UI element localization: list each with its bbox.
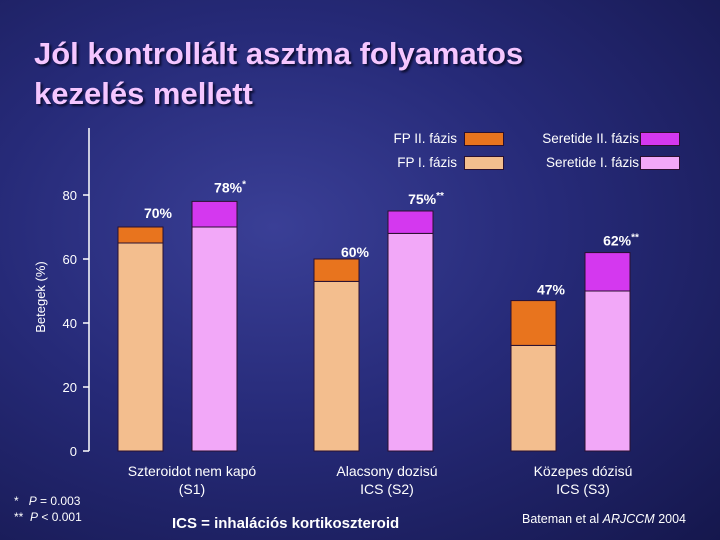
legend-label-fp1: FP I. fázis [397,155,457,170]
bar-layer [117,200,631,452]
bar-fp1-3 [510,344,557,452]
data-label-seretide-1: 78%* [214,179,246,195]
legend-label-seretide1: Seretide I. fázis [545,155,639,170]
footnote-2: ** P < 0.001 [14,510,82,524]
bar-fp2-3 [510,300,557,346]
y-tick-label-40: 40 [63,316,77,331]
legend-label-fp2: FP II. fázis [393,131,457,146]
data-label-fp-2: 60% [341,244,370,260]
bar-fp1-2 [313,280,360,452]
bar-seretide2-2 [387,210,434,234]
bar-fp2-1 [117,226,164,244]
legend-swatch-fp2 [464,132,504,146]
data-label-fp-3: 47% [537,282,566,298]
ics-definition: ICS = inhalációs kortikoszteroid [172,515,400,532]
category-label-s2: Alacsony dozisú ICS (S2) [336,463,438,497]
legend-label-seretide2: Seretide II. fázis [542,131,639,146]
citation: Bateman et al ARJCCM 2004 [522,512,687,526]
bar-seretide2-3 [584,252,631,292]
data-label-seretide-2: 75%** [408,191,444,207]
y-axis-title: Betegek (%) [33,261,48,333]
y-tick-label-80: 80 [63,188,77,203]
axis-layer: 0 20 40 60 80 Betegek (%) [33,128,90,459]
title-line-2: kezelés mellett [34,76,253,111]
slide-title: Jól kontrollált asztma folyamatos kezelé… [34,34,674,114]
footnotes: * P = 0.003 ** P < 0.001 [14,493,82,525]
bar-fp2-2 [313,258,360,282]
category-label-s1: Szteroidot nem kapó (S1) [127,463,257,497]
bar-fp1-1 [117,242,164,452]
bar-seretide2-1 [191,200,238,228]
bar-seretide1-3 [584,290,631,452]
legend-swatch-seretide1 [640,156,680,170]
legend-swatch-seretide2 [640,132,680,146]
y-tick-label-60: 60 [63,252,77,267]
y-tick-label-0: 0 [70,444,77,459]
label-layer: 70% 78%* 60% 75%** 47% 62%** [144,179,639,297]
y-tick-label-20: 20 [63,380,77,395]
bar-seretide1-2 [387,232,434,452]
title-line-1: Jól kontrollált asztma folyamatos [34,36,524,71]
bar-seretide1-1 [191,226,238,452]
data-label-seretide-3: 62%** [603,233,639,249]
legend-swatch-fp1 [464,156,504,170]
category-label-s3: Közepes dózisú ICS (S3) [533,463,633,497]
footnote-1: * P = 0.003 [14,494,81,508]
data-label-fp-1: 70% [144,205,173,221]
